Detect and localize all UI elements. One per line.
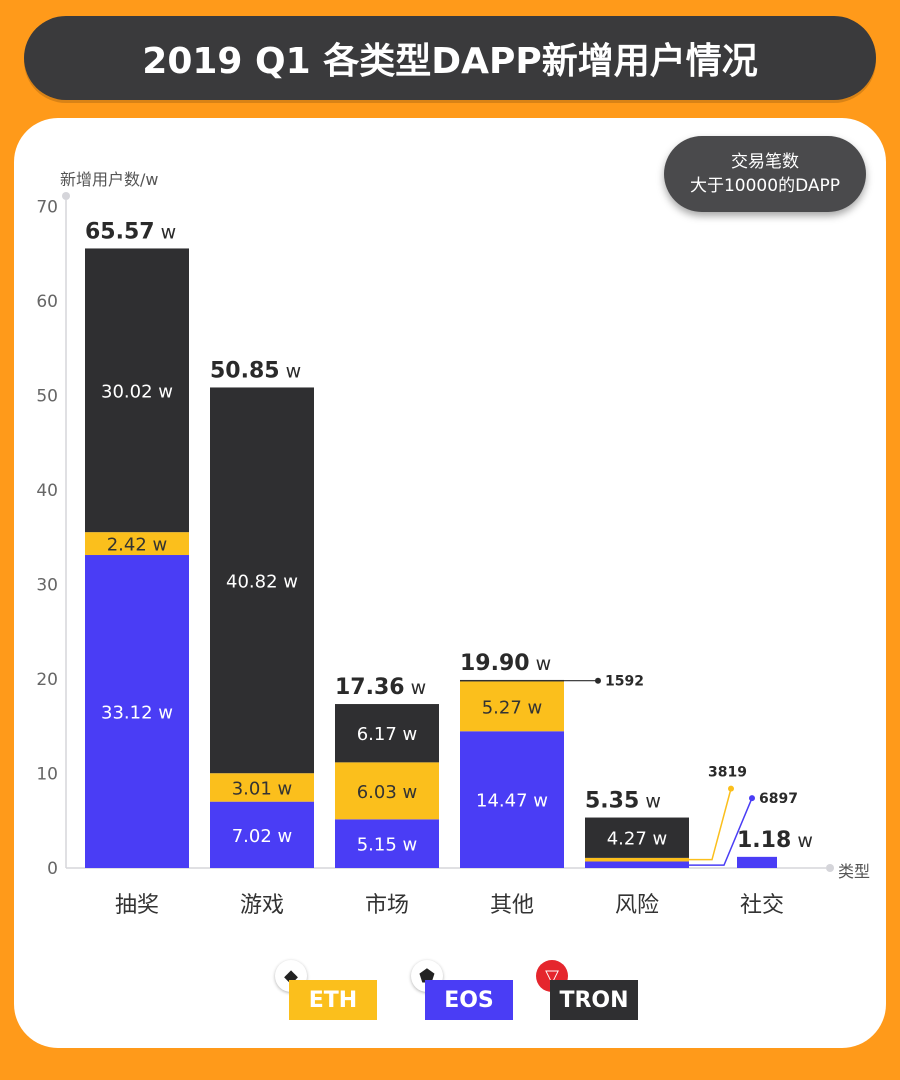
bar-segment-eth (460, 681, 564, 732)
y-tick-label: 40 (36, 481, 58, 501)
category-label: 游戏 (240, 893, 284, 918)
bar-segment-tron (210, 387, 314, 774)
category-label: 抽奖 (115, 893, 159, 918)
page-title: 2019 Q1 各类型DAPP新增用户情况 (24, 16, 876, 100)
legend-tron-label: TRON (550, 980, 638, 1020)
x-axis-title: 类型 (838, 862, 870, 881)
bar-segment-eth (210, 773, 314, 802)
annotation-leader-6897 (689, 797, 753, 866)
bar-segment-eos (585, 861, 689, 868)
y-tick-label: 60 (36, 292, 58, 312)
bar-segment-eos (85, 555, 189, 868)
total-label: 1.18 w (737, 828, 813, 853)
chart-bars (85, 248, 777, 868)
annotation-dot-1592 (595, 677, 601, 684)
annotation-1592: 1592 (605, 674, 644, 690)
y-axis-end-dot (62, 192, 70, 200)
legend-eos-label: EOS (425, 980, 513, 1020)
segment-label-eth: 2.42 w (107, 535, 168, 556)
chart-axes: 新增用户数/w 类型 0 10 20 30 40 50 60 70 (36, 170, 870, 881)
bar-segment-tron (85, 248, 189, 533)
annotation-6897: 6897 (759, 791, 798, 807)
segment-label-tron: 4.27 w (607, 829, 668, 850)
segment-label-eth: 3.01 w (232, 778, 293, 799)
total-label: 50.85 w (210, 358, 301, 383)
bar-segment-eth (585, 857, 689, 862)
segment-label-eth: 6.03 w (357, 782, 418, 803)
total-label: 65.57 w (85, 219, 176, 244)
annotation-leader-3819 (689, 788, 732, 861)
bar-segment-eos (737, 856, 777, 868)
bar-segment-tron (585, 817, 689, 858)
annotation-dot-3819 (728, 785, 734, 792)
badge-line-1: 交易笔数 (731, 152, 799, 172)
bar-segment-eos (460, 731, 564, 868)
y-tick-label: 10 (36, 765, 58, 785)
bar-segment-eos (210, 801, 314, 868)
legend-item-tron: ▽ TRON (536, 960, 646, 1024)
segment-label-eth: 5.27 w (482, 697, 543, 718)
y-tick-label: 50 (36, 387, 58, 407)
total-label: 17.36 w (335, 675, 426, 700)
chart-annotations: 1592 3819 6897 (564, 674, 798, 866)
y-tick-label: 30 (36, 576, 58, 596)
y-tick-label: 0 (47, 859, 58, 879)
segment-label-tron: 30.02 w (101, 381, 173, 402)
category-label: 社交 (740, 893, 784, 918)
segment-label-tron: 40.82 w (226, 571, 298, 592)
y-tick-label: 70 (36, 198, 58, 218)
filter-badge: 交易笔数 大于10000的DAPP (664, 136, 866, 212)
chart-labels: 33.12 w 2.42 w 30.02 w 65.57 w 抽奖 7.02 w 3.01 … (85, 219, 813, 918)
legend-item-eth: ◆ ETH (275, 960, 385, 1024)
y-tick-label: 20 (36, 670, 58, 690)
segment-label-eos: 33.12 w (101, 703, 173, 724)
annotation-dot-6897 (749, 795, 755, 802)
segment-label-tron: 6.17 w (357, 724, 418, 745)
legend-item-eos: ⬟ EOS (411, 960, 521, 1024)
bar-segment-eos (335, 819, 439, 868)
segment-label-eos: 7.02 w (232, 826, 293, 847)
segment-label-eos: 14.47 w (476, 791, 548, 812)
bar-segment-eth (85, 532, 189, 556)
bar-segment-tron (460, 679, 564, 682)
bar-segment-tron (335, 704, 439, 763)
x-axis-end-dot (826, 864, 834, 872)
category-label: 市场 (365, 893, 409, 918)
y-axis-title: 新增用户数/w (60, 170, 158, 189)
category-label: 风险 (615, 893, 659, 918)
total-label: 19.90 w (460, 651, 551, 676)
legend-eth-label: ETH (289, 980, 377, 1020)
segment-label-eos: 5.15 w (357, 835, 418, 856)
badge-line-2: 大于10000的DAPP (689, 176, 840, 196)
category-label: 其他 (490, 893, 534, 918)
bar-segment-eth (335, 762, 439, 820)
total-label: 5.35 w (585, 789, 661, 814)
annotation-3819: 3819 (708, 765, 747, 781)
